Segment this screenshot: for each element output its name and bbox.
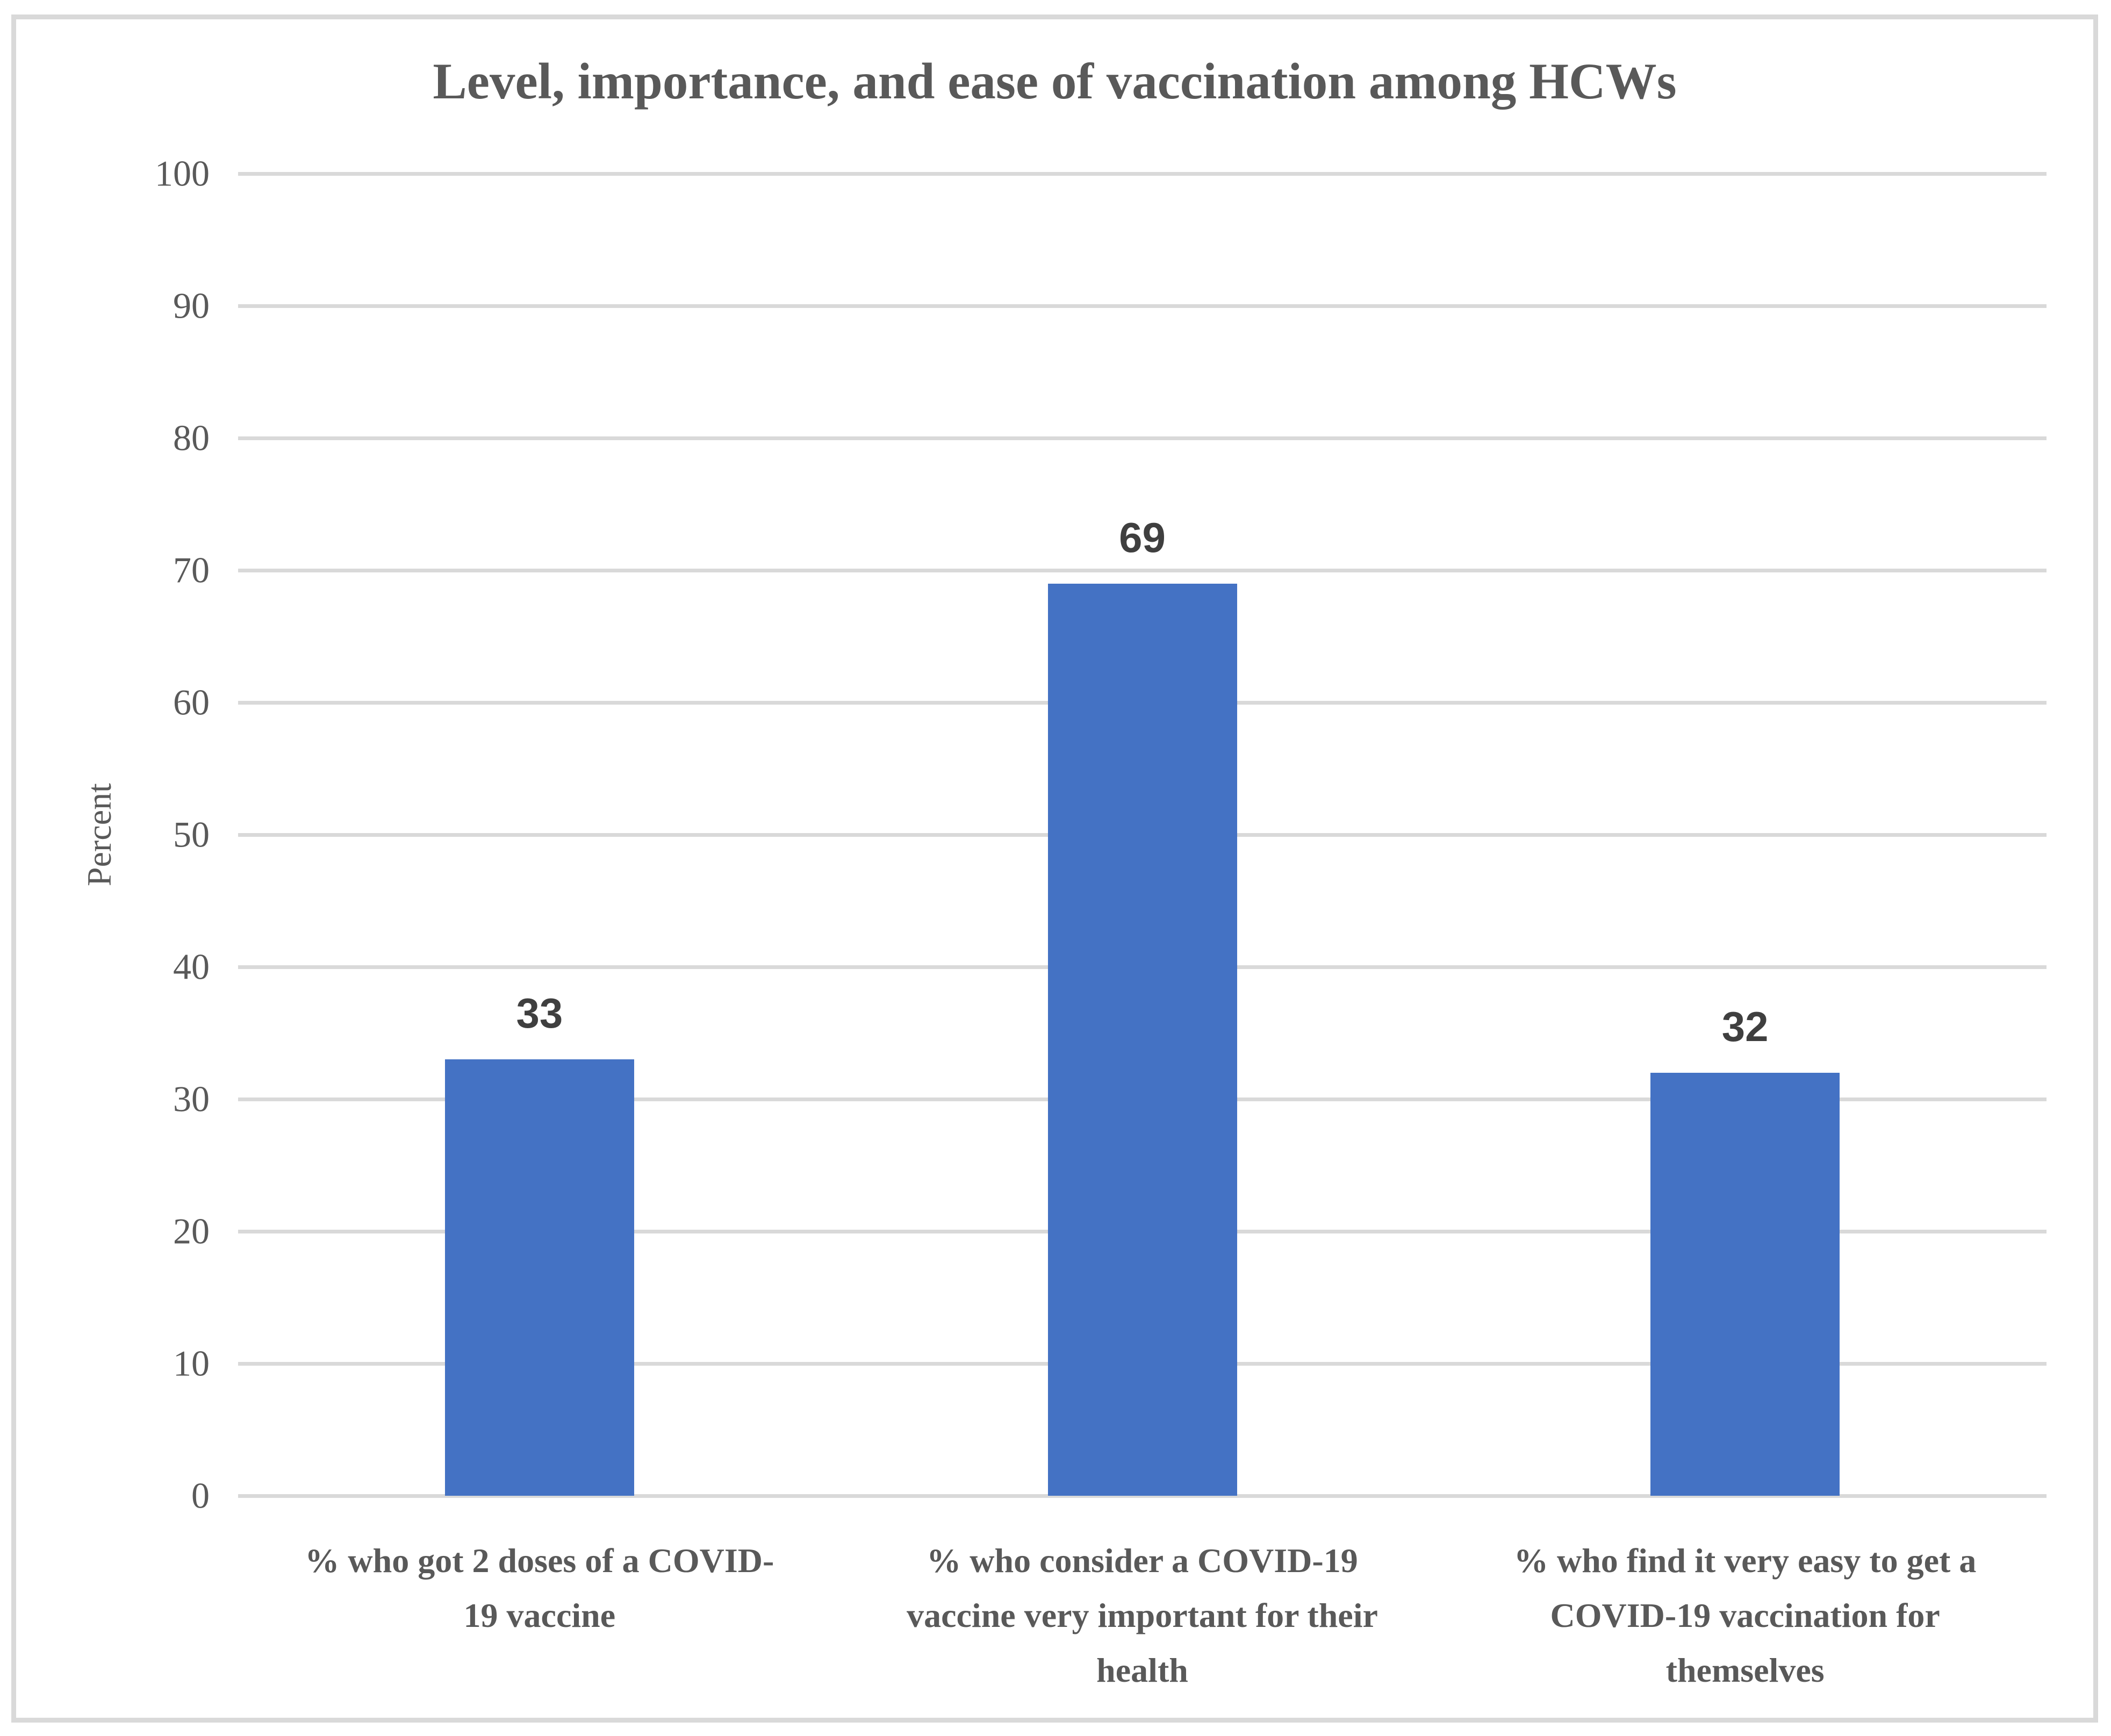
y-tick-label-70: 70 <box>173 549 210 591</box>
category-label-3: % who find it very easy to get a COVID-1… <box>1513 1541 1977 1689</box>
y-tick-label-0: 0 <box>191 1475 210 1516</box>
y-tick-label-40: 40 <box>173 946 210 987</box>
y-tick-label-100: 100 <box>155 153 210 194</box>
bar-value-label-3: 32 <box>1721 1002 1769 1050</box>
y-tick-label-90: 90 <box>173 285 210 326</box>
bar-value-label-1: 33 <box>516 989 563 1037</box>
gridline-100 <box>238 171 2047 176</box>
gridline-90 <box>238 304 2047 308</box>
y-tick-label-80: 80 <box>173 417 210 458</box>
y-tick-label-30: 30 <box>173 1078 210 1120</box>
bar-3 <box>1650 1072 1840 1496</box>
gridline-70 <box>238 568 2047 572</box>
chart-title: Level, importance, and ease of vaccinati… <box>433 53 1677 110</box>
gridline-80 <box>238 436 2047 440</box>
bar-2 <box>1047 583 1237 1496</box>
y-tick-label-50: 50 <box>173 814 210 855</box>
y-tick-label-20: 20 <box>173 1210 210 1252</box>
bar-value-label-2: 69 <box>1119 513 1166 561</box>
category-label-1: % who got 2 doses of a COVID- 19 vaccine <box>305 1541 774 1634</box>
gridline-0 <box>238 1494 2047 1498</box>
bar-1 <box>444 1059 634 1496</box>
category-label-2: % who consider a COVID-19 vaccine very i… <box>907 1541 1378 1689</box>
y-tick-label-10: 10 <box>173 1343 210 1384</box>
y-tick-label-60: 60 <box>173 682 210 723</box>
